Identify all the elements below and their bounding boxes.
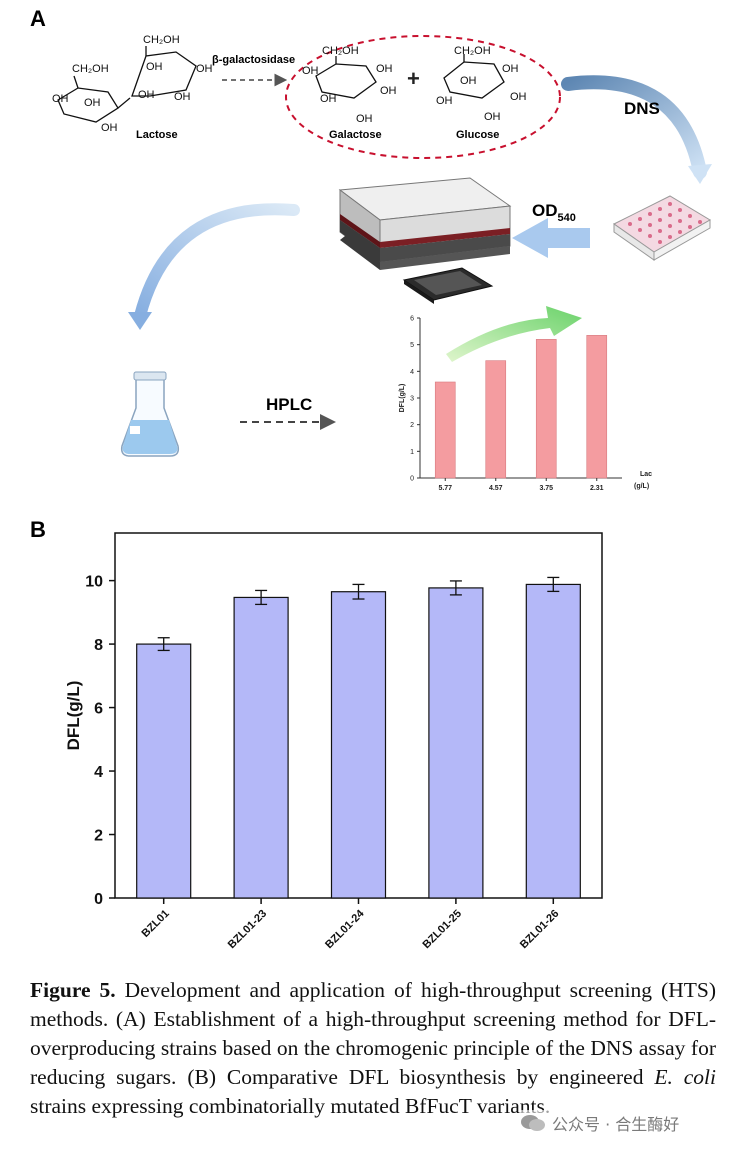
lactose-ch2oh-2: CH₂OH [143,34,180,46]
caption-italic: E. coli [654,1065,716,1089]
curved-arrow-right [561,75,707,179]
panel-b-letter: B [30,517,46,542]
y-tick-label: 10 [85,574,103,591]
bar [525,583,581,899]
bar [428,587,484,899]
inset-bar-chart: 0 1 2 3 4 5 6 DFL(g/L) 5.77 4.57 3.75 2.31 Lac (g/L) [399,316,652,493]
galactose-oh-1: OH [302,65,319,77]
flask-icon [120,371,180,457]
inset-x-axis-label-2: (g/L) [634,483,649,490]
glucose-label: Glucose [456,129,499,141]
glucose-ch2oh: CH₂OH [454,45,491,57]
lactose-oh-5: OH [196,63,213,75]
lactose-oh-1: OH [52,93,69,105]
od-label: OD540 [532,201,576,224]
galactose-label: Galactose [329,129,382,141]
glucose-oh-5: OH [484,111,501,123]
glucose-oh-3: OH [436,95,453,107]
products-ellipse [285,35,561,159]
x-tick-label: BZL01-26 [518,908,562,952]
y-tick-label: 2 [94,828,103,845]
lactose-oh-4: OH [146,61,163,73]
watermark-text: 公众号 · 合生酶好 [552,1115,680,1134]
x-tick-label: BZL01-25 [421,908,465,952]
galactose-oh-2: OH [376,63,393,75]
caption-text-2: strains expressing combinatorially mutat… [30,1094,551,1118]
inset-y-tick-label: 3 [410,396,414,403]
glucose-oh-2: OH [502,63,519,75]
galactose-structure [315,56,377,99]
y-tick-label: 4 [94,764,103,781]
wechat-icon [521,1115,545,1131]
x-tick-label: BZL01-23 [226,908,270,952]
inset-x-tick-label: 2.31 [590,485,604,492]
lactose-oh-7: OH [174,91,191,103]
glucose-structure [443,54,505,99]
dns-label: DNS [624,99,660,118]
inset-y-tick-label: 2 [410,422,414,429]
inset-bar [586,335,608,479]
lactose-ch2oh: CH₂OH [72,63,109,75]
bar [233,596,289,899]
figure-caption: Figure 5. Development and application of… [30,976,716,1121]
lactose-structure [57,46,197,123]
lactose-label: Lactose [136,129,178,141]
x-tick-label: BZL01 [140,908,172,940]
inset-y-axis-label: DFL(g/L) [399,384,406,413]
y-tick-label: 0 [94,891,103,908]
y-tick-label: 6 [94,701,103,718]
inset-y-tick-label: 6 [410,316,414,323]
bar [136,643,192,899]
inset-y-tick-label: 4 [410,369,414,376]
inset-x-tick-label: 4.57 [489,485,503,492]
hplc-label: HPLC [266,395,312,414]
enzyme-label: β-galactosidase [212,54,295,66]
caption-text-1: Development and application of high-thro… [30,978,716,1089]
bar [330,591,387,899]
plate-reader-icon [338,177,512,304]
curved-arrow-left-head [128,312,152,330]
main-bar-chart: 0 2 4 6 8 10 DFL(g/L) BZL01 BZL01-23 BZL01-24 BZL0… [64,532,603,952]
curved-arrow-right-head [688,164,712,184]
inset-bar [485,360,507,479]
lactose-oh-6: OH [138,89,155,101]
inset-x-axis-label-1: Lac [640,471,652,478]
glucose-oh-4: OH [510,91,527,103]
panel-a-letter: A [30,6,46,31]
y-axis-label: DFL(g/L) [64,681,83,751]
well-plate-icon [613,195,711,261]
caption-label: Figure 5. [30,978,116,1002]
inset-x-tick-label: 5.77 [438,485,452,492]
inset-bar [434,381,456,479]
lactose-oh-3: OH [101,122,118,134]
y-tick-label: 8 [94,637,103,654]
lactose-oh-2: OH [84,97,101,109]
watermark: 公众号 · 合生酶好 [520,1110,680,1136]
inset-bar [535,339,557,479]
glucose-oh-1: OH [460,75,477,87]
galactose-oh-3: OH [320,93,337,105]
inset-y-tick-label: 5 [410,342,414,349]
x-tick-label: BZL01-24 [323,907,367,951]
plus-sign: + [407,66,420,91]
galactose-oh-5: OH [356,113,373,125]
galactose-oh-4: OH [380,85,397,97]
inset-y-tick-label: 0 [410,476,414,483]
inset-x-tick-label: 3.75 [539,485,553,492]
curved-arrow-left [134,203,300,322]
od-arrow [512,218,590,258]
inset-y-tick-label: 1 [410,449,414,456]
galactose-ch2oh: CH₂OH [322,45,359,57]
trend-arrow [446,306,582,362]
